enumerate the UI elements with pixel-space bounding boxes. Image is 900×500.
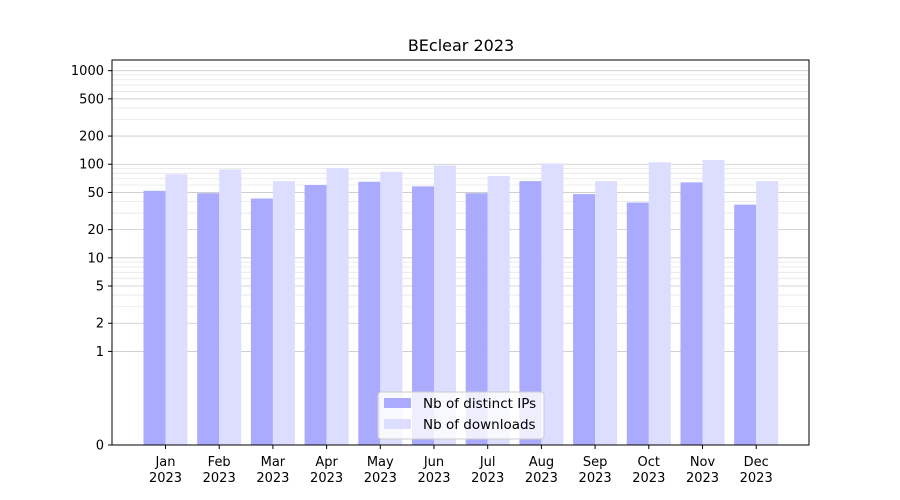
y-tick-label: 20 <box>87 223 104 238</box>
legend-label: Nb of downloads <box>423 417 536 433</box>
chart-title: BEclear 2023 <box>408 36 514 55</box>
bar-downloads-nov <box>702 160 725 445</box>
bar-distinct-ips-oct <box>626 202 649 445</box>
x-tick-label-year: 2023 <box>740 471 773 486</box>
legend-box <box>377 391 545 440</box>
x-tick-label-year: 2023 <box>203 471 236 486</box>
bar-distinct-ips-mar <box>250 198 273 445</box>
x-tick-label-month: Jun <box>423 455 444 470</box>
x-tick-label-year: 2023 <box>686 471 719 486</box>
x-tick-label-year: 2023 <box>471 471 504 486</box>
x-tick-label-year: 2023 <box>579 471 612 486</box>
x-tick-label-month: Aug <box>529 455 554 470</box>
bar-distinct-ips-aug <box>519 181 542 445</box>
bar-distinct-ips-may <box>358 181 381 446</box>
bar-distinct-ips-jul <box>465 193 488 445</box>
bar-downloads-feb <box>219 169 242 446</box>
legend: Nb of distinct IPs Nb of downloads <box>377 391 545 440</box>
x-tick-label-month: Jan <box>154 455 175 470</box>
bar-downloads-apr <box>326 168 349 445</box>
y-tick-label: 100 <box>79 158 104 173</box>
y-tick-label: 2 <box>96 317 104 332</box>
bar-downloads-jan <box>165 174 188 445</box>
x-tick-label-month: Dec <box>744 455 769 470</box>
x-tick-label-month: Nov <box>690 455 716 470</box>
bar-downloads-sep <box>595 181 618 445</box>
x-tick-label-year: 2023 <box>525 471 558 486</box>
bar-distinct-ips-sep <box>573 194 596 445</box>
bar-distinct-ips-jan <box>143 190 166 445</box>
legend-swatch <box>384 419 411 429</box>
bars <box>143 160 779 446</box>
x-tick-label-month: May <box>367 455 394 470</box>
bar-downloads-aug <box>541 163 564 445</box>
bar-downloads-jul <box>487 175 510 445</box>
x-tick-label-month: Feb <box>208 455 231 470</box>
x-tick-label-year: 2023 <box>417 471 450 486</box>
x-tick-label-month: Apr <box>315 455 338 470</box>
y-tick-label: 10 <box>87 251 104 266</box>
bar-distinct-ips-apr <box>304 185 327 445</box>
bar-downloads-may <box>380 171 403 445</box>
bar-distinct-ips-feb <box>197 193 220 445</box>
y-tick-label: 5 <box>96 280 104 295</box>
legend-label: Nb of distinct IPs <box>423 396 536 412</box>
x-tick-label-month: Mar <box>261 455 286 470</box>
y-tick-label: 1 <box>96 345 104 360</box>
x-axis: Jan2023Feb2023Mar2023Apr2023May2023Jun20… <box>149 445 773 486</box>
x-tick-label-month: Jul <box>479 455 496 470</box>
x-tick-label-year: 2023 <box>364 471 397 486</box>
y-tick-label: 0 <box>96 439 104 454</box>
x-tick-label-year: 2023 <box>149 471 182 486</box>
x-tick-label-month: Sep <box>583 455 608 470</box>
x-tick-label-month: Oct <box>638 455 660 470</box>
bar-distinct-ips-jun <box>412 186 434 445</box>
y-tick-label: 200 <box>79 130 104 145</box>
y-tick-label: 1000 <box>71 64 104 79</box>
legend-swatch <box>384 398 411 408</box>
y-tick-label: 50 <box>87 186 104 201</box>
bar-downloads-mar <box>272 181 295 445</box>
bar-distinct-ips-nov <box>680 182 703 445</box>
bar-distinct-ips-dec <box>734 204 757 445</box>
y-tick-label: 500 <box>79 92 104 107</box>
bar-downloads-dec <box>756 181 779 445</box>
plot-frame <box>111 59 810 446</box>
bar-downloads-oct <box>648 162 671 446</box>
x-tick-label-year: 2023 <box>632 471 665 486</box>
x-tick-label-year: 2023 <box>310 471 343 486</box>
y-axis: 0 1 2 5 10 20 50 100 200 500 1000 <box>71 64 112 454</box>
bar-downloads-jun <box>434 165 456 446</box>
x-tick-label-year: 2023 <box>256 471 289 486</box>
